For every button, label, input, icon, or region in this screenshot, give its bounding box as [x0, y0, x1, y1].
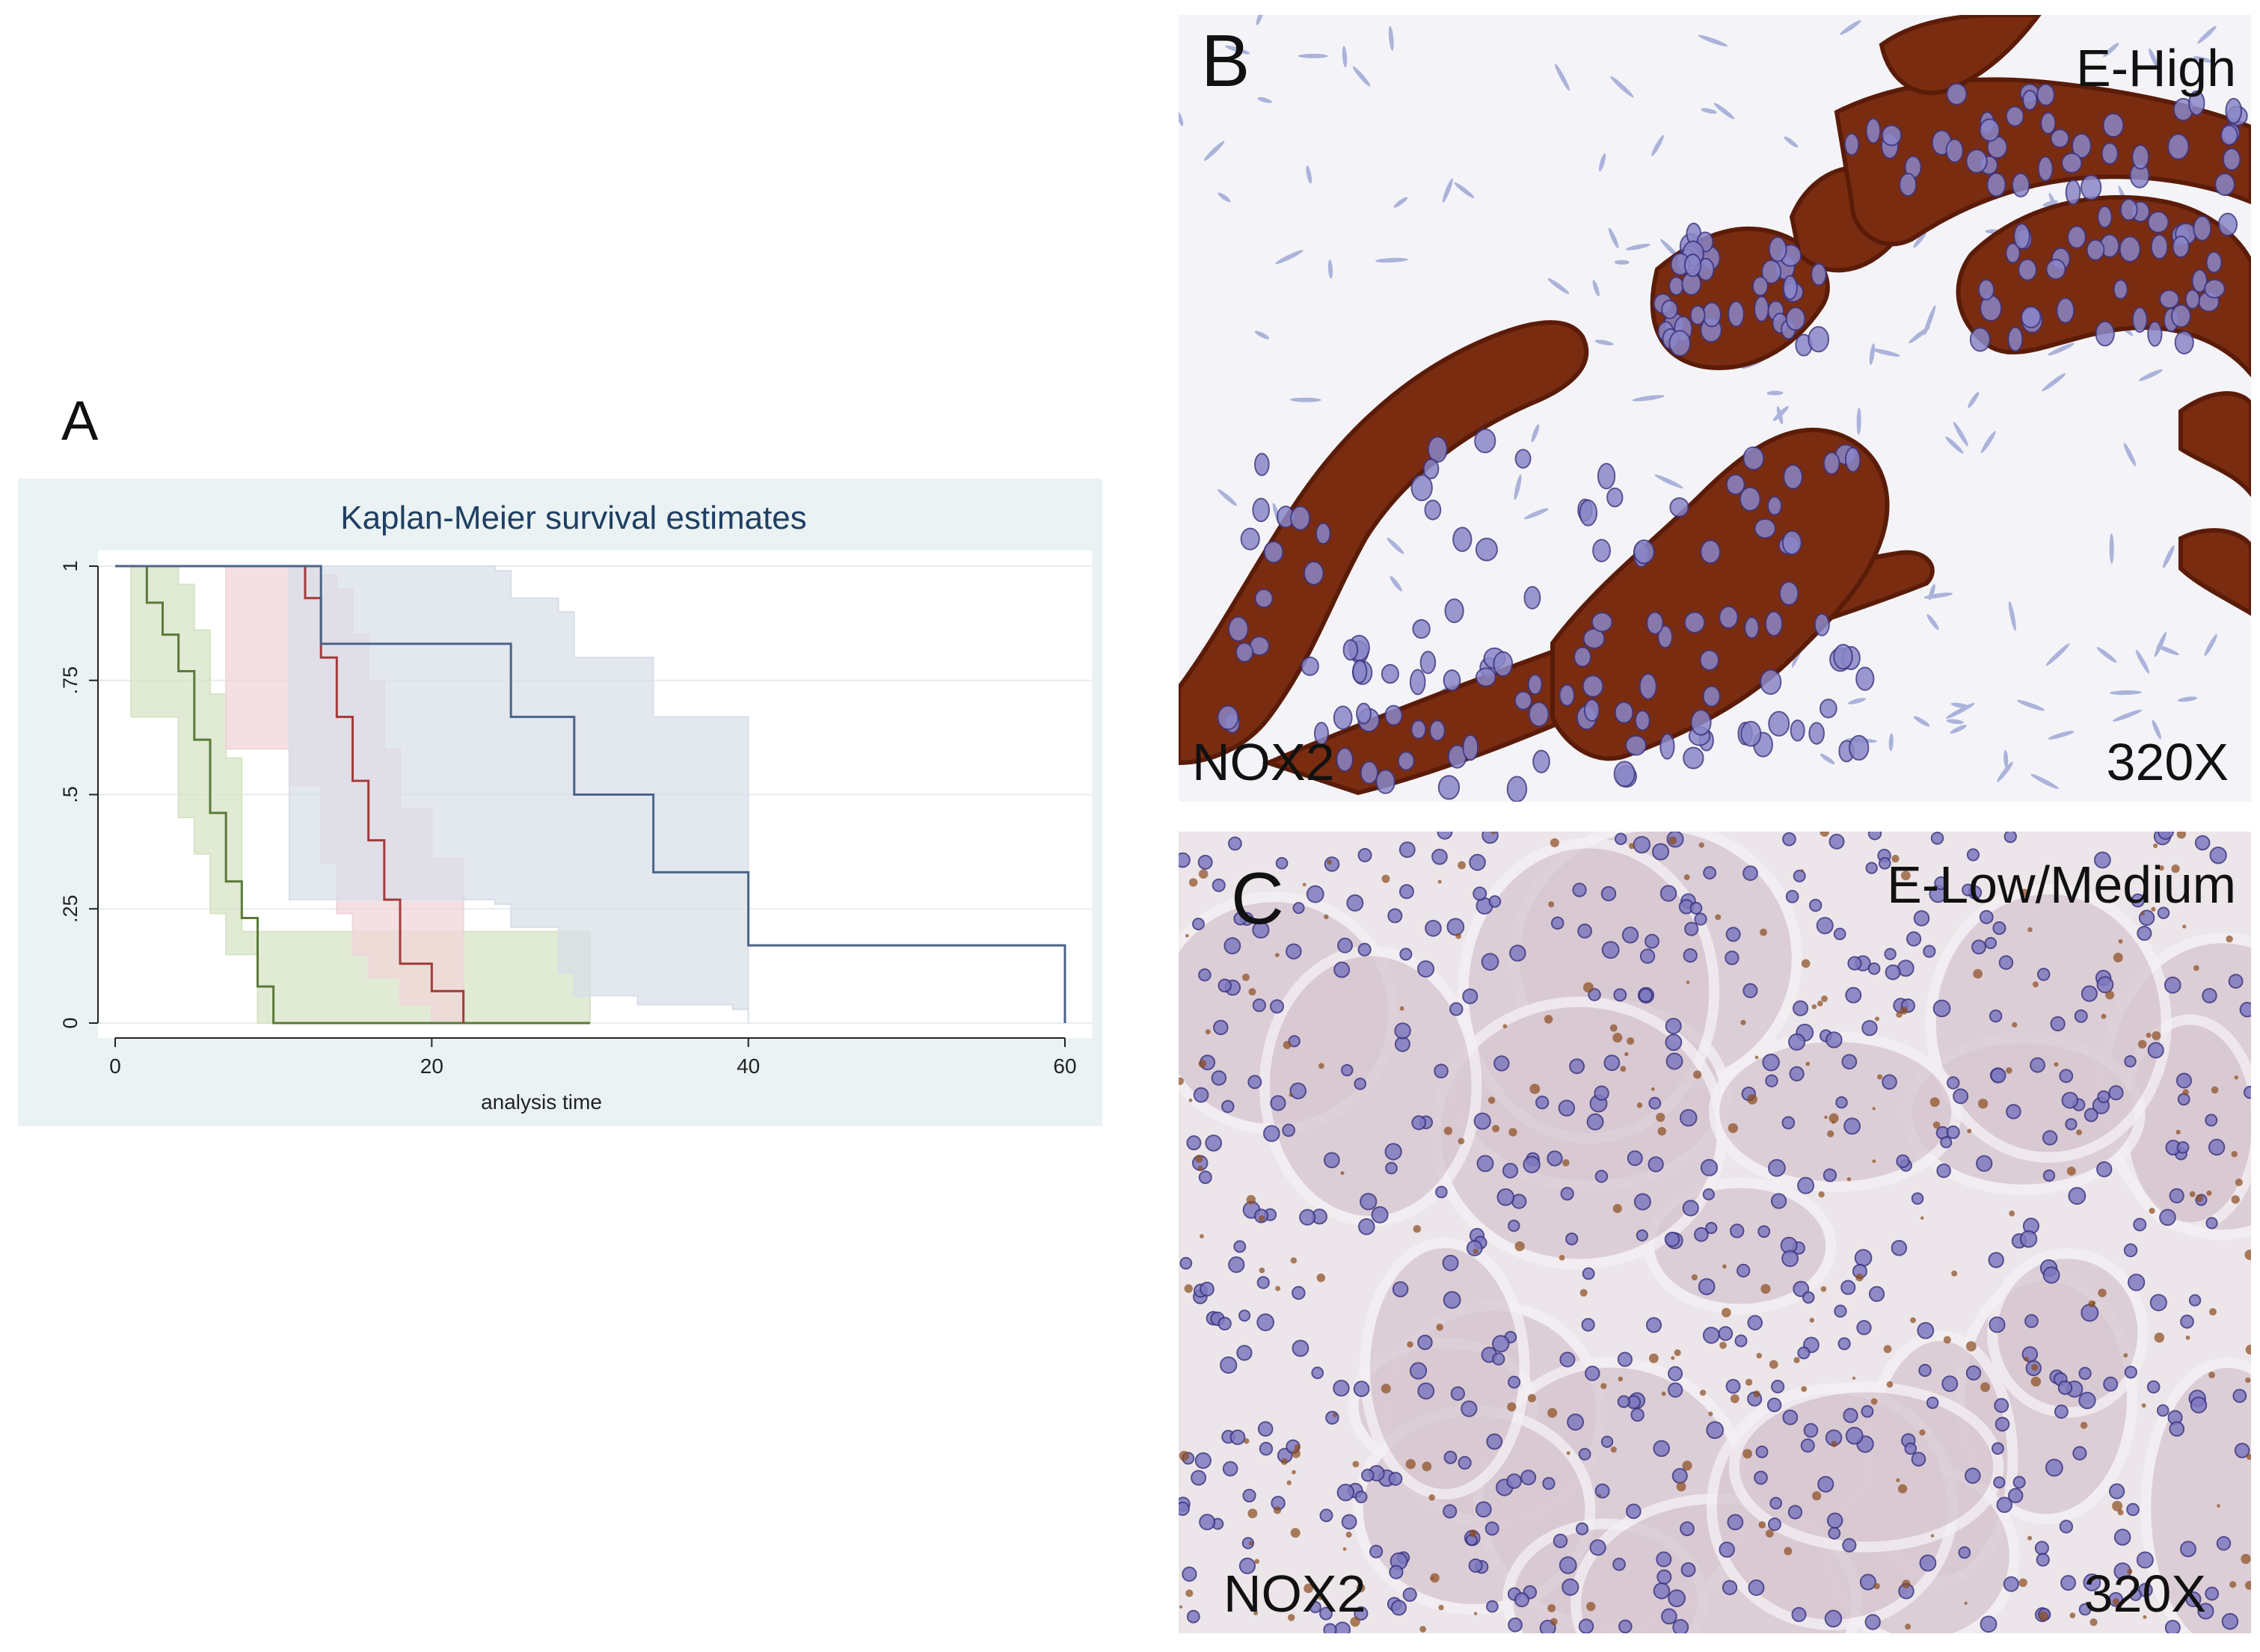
panel-c-group-label: E-Low/Medium — [1887, 856, 2236, 914]
ci-band-2 — [115, 565, 749, 1023]
x-tick-label-3: 60 — [1053, 1054, 1076, 1078]
panel-b-label: B — [1201, 19, 1250, 102]
panel-b-stain-label: NOX2 — [1192, 733, 1335, 791]
micrograph-c: C E-Low/Medium NOX2 320X — [1179, 832, 2251, 1633]
micrograph-b-image — [1179, 15, 2251, 802]
panel-c-magnification-label: 320X — [2084, 1565, 2206, 1623]
chart-title: Kaplan-Meier survival estimates — [340, 500, 807, 536]
series-line-2 — [115, 565, 1066, 1023]
series-line-1 — [115, 565, 465, 1023]
y-tick-label-2: .5 — [59, 786, 82, 803]
y-tick-label-1: .25 — [59, 894, 82, 923]
y-tick-label-3: .75 — [59, 666, 82, 695]
y-tick-label-4: 1 — [59, 560, 82, 571]
line-layer — [115, 565, 1066, 1025]
panel-c-stain-label: NOX2 — [1223, 1565, 1366, 1623]
km-chart: Kaplan-Meier survival estimates 0 .25 .5 .7… — [18, 479, 1102, 1126]
ci-layer — [115, 565, 749, 1024]
micrograph-c-image — [1179, 832, 2251, 1633]
x-tick-label-1: 20 — [420, 1054, 443, 1078]
series-line-0 — [115, 565, 590, 1025]
micrograph-b: B E-High NOX2 320X — [1179, 15, 2251, 802]
axis-layer: 0 .25 .5 .75 1 0 20 40 60 — [59, 560, 1076, 1078]
panel-b-group-label: E-High — [2076, 39, 2236, 97]
x-tick-label-0: 0 — [109, 1054, 121, 1078]
panel-a-label: A — [61, 390, 99, 452]
x-axis-label: analysis time — [481, 1090, 602, 1114]
x-tick-label-2: 40 — [737, 1054, 760, 1078]
panel-c-label: C — [1231, 857, 1284, 939]
y-tick-label-0: 0 — [59, 1017, 82, 1028]
km-chart-svg: Kaplan-Meier survival estimates 0 .25 .5 .7… — [18, 479, 1102, 1126]
panel-b-magnification-label: 320X — [2106, 733, 2229, 791]
